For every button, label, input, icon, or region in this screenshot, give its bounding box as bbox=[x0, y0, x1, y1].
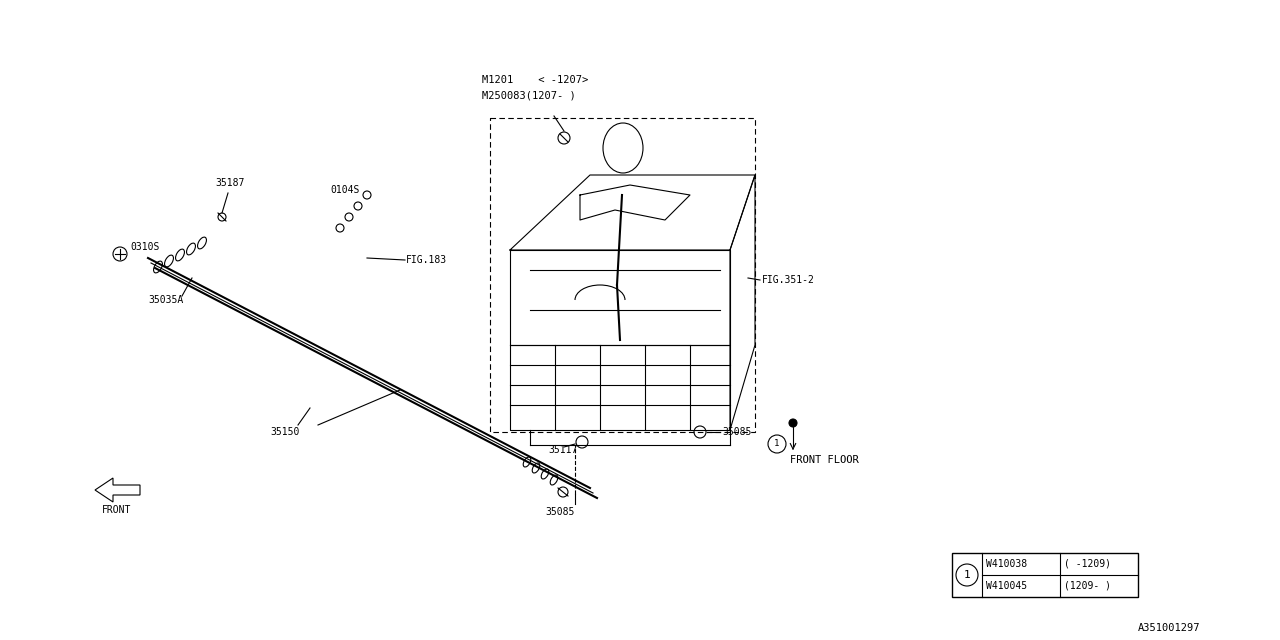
Text: M1201    < -1207>: M1201 < -1207> bbox=[483, 75, 589, 85]
Text: 35085: 35085 bbox=[722, 427, 751, 437]
Text: ( -1209): ( -1209) bbox=[1064, 559, 1111, 569]
Text: 35035A: 35035A bbox=[148, 295, 183, 305]
Text: 1: 1 bbox=[774, 440, 780, 449]
Text: W410038: W410038 bbox=[986, 559, 1027, 569]
Text: 35150: 35150 bbox=[270, 427, 300, 437]
Text: FIG.351-2: FIG.351-2 bbox=[762, 275, 815, 285]
Text: 1: 1 bbox=[964, 570, 970, 580]
Text: 35085: 35085 bbox=[545, 507, 575, 517]
Text: FRONT FLOOR: FRONT FLOOR bbox=[790, 455, 859, 465]
Bar bbox=[952, 553, 1138, 597]
Text: 0104S: 0104S bbox=[330, 185, 360, 195]
Text: 0310S: 0310S bbox=[131, 242, 160, 252]
Text: M250083(1207- ): M250083(1207- ) bbox=[483, 90, 576, 100]
Text: W410045: W410045 bbox=[986, 581, 1027, 591]
Text: FIG.183: FIG.183 bbox=[406, 255, 447, 265]
Text: 35117: 35117 bbox=[548, 445, 577, 455]
Text: (1209- ): (1209- ) bbox=[1064, 581, 1111, 591]
Circle shape bbox=[788, 419, 797, 427]
Text: 35187: 35187 bbox=[215, 178, 244, 188]
Text: A351001297: A351001297 bbox=[1138, 623, 1201, 633]
Text: FRONT: FRONT bbox=[102, 505, 132, 515]
